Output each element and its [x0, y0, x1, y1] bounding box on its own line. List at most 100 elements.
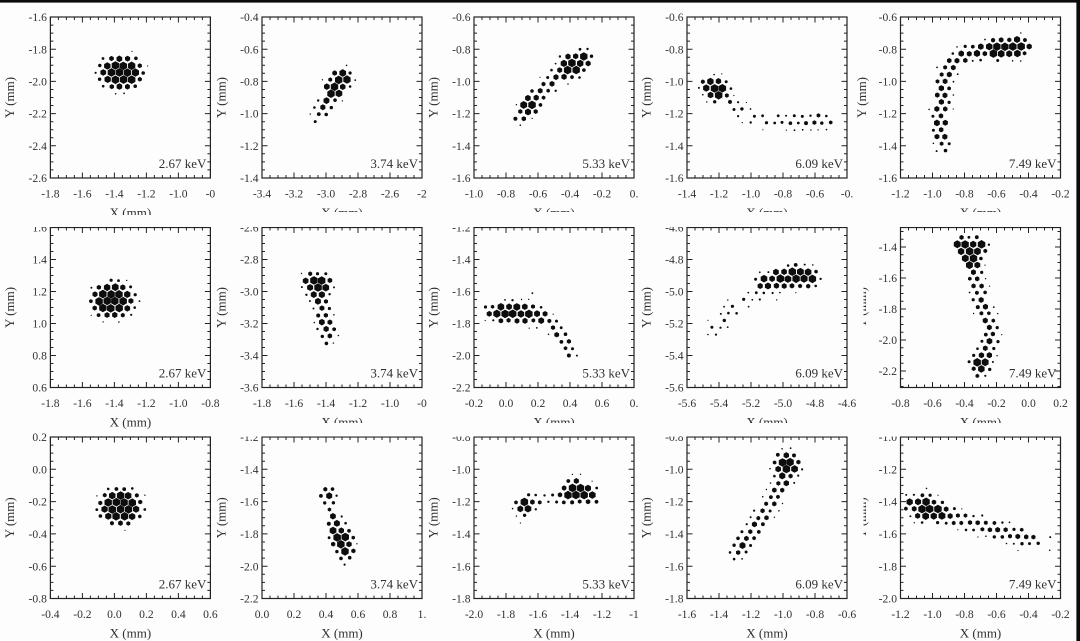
- svg-text:-1.4: -1.4: [665, 140, 684, 153]
- svg-text:-1.0: -1.0: [169, 188, 188, 201]
- svg-text:-0.2: -0.2: [593, 188, 612, 201]
- svg-text:-2.0: -2.0: [465, 608, 484, 621]
- svg-text:-0.2: -0.2: [29, 496, 48, 509]
- svg-text:0.6: 0.6: [351, 608, 366, 621]
- svg-text:-0.8: -0.8: [774, 188, 793, 201]
- svg-text:-1.8: -1.8: [41, 397, 60, 410]
- svg-text:-1.2: -1.2: [137, 397, 156, 410]
- svg-text:-0.6: -0.6: [806, 188, 825, 201]
- svg-text:Y (mm): Y (mm): [214, 77, 229, 118]
- svg-text:-1.8: -1.8: [452, 593, 471, 606]
- svg-text:-1.6: -1.6: [452, 286, 471, 299]
- svg-text:-1.6: -1.6: [879, 272, 898, 285]
- svg-text:0.4: 0.4: [171, 608, 186, 621]
- svg-text:-0.2: -0.2: [73, 608, 92, 621]
- svg-text:-5.6: -5.6: [665, 382, 684, 395]
- svg-text:0.2: 0.2: [139, 608, 154, 621]
- svg-text:0.8: 0.8: [32, 350, 47, 363]
- svg-text:0.0: 0.0: [107, 608, 122, 621]
- svg-text:Y (mm): Y (mm): [639, 287, 654, 328]
- svg-text:-1.0: -1.0: [774, 608, 793, 621]
- svg-text:-1.4: -1.4: [710, 608, 729, 621]
- svg-text:-3.2: -3.2: [240, 318, 259, 331]
- svg-text:Y (mm): Y (mm): [854, 77, 869, 118]
- svg-text:-1.2: -1.2: [891, 608, 910, 621]
- svg-text:-1.4: -1.4: [665, 528, 684, 541]
- svg-text:-0.6: -0.6: [452, 11, 471, 24]
- svg-text:-1.4: -1.4: [105, 188, 124, 201]
- svg-text:-0.: -0.: [841, 188, 854, 201]
- svg-text:-0.8: -0.8: [240, 76, 259, 89]
- svg-text:-1.4: -1.4: [879, 241, 898, 254]
- svg-text:-0.6: -0.6: [879, 11, 898, 24]
- svg-text:-0.6: -0.6: [987, 188, 1006, 201]
- svg-text:-1.8: -1.8: [665, 593, 684, 606]
- svg-text:3.74 keV: 3.74 keV: [370, 366, 418, 381]
- svg-text:-0.4: -0.4: [29, 528, 48, 541]
- svg-text:6.09 keV: 6.09 keV: [795, 577, 843, 592]
- svg-text:-1.4: -1.4: [105, 397, 124, 410]
- svg-text:0.0: 0.0: [499, 397, 514, 410]
- svg-text:-1.8: -1.8: [452, 318, 471, 331]
- svg-text:3.74 keV: 3.74 keV: [370, 156, 418, 171]
- svg-text:-1.6: -1.6: [285, 397, 304, 410]
- svg-text:7.49 keV: 7.49 keV: [1009, 577, 1057, 592]
- svg-text:2.67 keV: 2.67 keV: [159, 366, 207, 381]
- svg-text:1.4: 1.4: [32, 254, 47, 267]
- svg-text:-4.8: -4.8: [806, 397, 825, 410]
- svg-text:7.49 keV: 7.49 keV: [1009, 156, 1057, 171]
- svg-text:-1.6: -1.6: [879, 528, 898, 541]
- svg-text:-1.2: -1.2: [891, 188, 910, 201]
- svg-text:-1.0: -1.0: [452, 463, 471, 476]
- svg-text:-0.8: -0.8: [665, 43, 684, 56]
- svg-text:0.: 0.: [630, 188, 639, 201]
- svg-text:-3.4: -3.4: [253, 188, 272, 201]
- svg-text:-4.6: -4.6: [838, 397, 857, 410]
- svg-text:Y (mm): Y (mm): [639, 497, 654, 538]
- svg-text:-0.2: -0.2: [465, 397, 484, 410]
- svg-text:-1.0: -1.0: [452, 76, 471, 89]
- svg-text:-2.2: -2.2: [879, 365, 898, 378]
- svg-text:-0.6: -0.6: [29, 560, 48, 573]
- svg-text:0.2: 0.2: [32, 431, 47, 444]
- svg-text:X (mm): X (mm): [110, 415, 152, 430]
- svg-text:-5.2: -5.2: [665, 318, 684, 331]
- svg-text:-0: -0: [417, 397, 427, 410]
- svg-text:-2.0: -2.0: [240, 560, 259, 573]
- svg-text:-2.6: -2.6: [381, 188, 400, 201]
- svg-text:Y (mm): Y (mm): [214, 497, 229, 538]
- svg-text:0.0: 0.0: [1021, 397, 1036, 410]
- svg-text:6.09 keV: 6.09 keV: [795, 366, 843, 381]
- svg-text:-1.8: -1.8: [879, 303, 898, 316]
- svg-text:-1.2: -1.2: [710, 188, 729, 201]
- svg-text:-1.6: -1.6: [665, 172, 684, 185]
- svg-text:-0.8: -0.8: [29, 593, 48, 606]
- svg-text:-0.6: -0.6: [987, 608, 1006, 621]
- svg-text:-2.0: -2.0: [452, 350, 471, 363]
- svg-text:-5.0: -5.0: [774, 397, 793, 410]
- svg-text:Y (mm): Y (mm): [426, 287, 441, 328]
- svg-text:-1.4: -1.4: [240, 172, 259, 185]
- svg-text:-0.4: -0.4: [955, 397, 974, 410]
- svg-text:Y (mm): Y (mm): [426, 497, 441, 538]
- svg-text:-5.0: -5.0: [665, 286, 684, 299]
- svg-text:-1.0: -1.0: [923, 188, 942, 201]
- svg-text:0.: 0.: [630, 397, 639, 410]
- svg-text:-2.2: -2.2: [29, 108, 48, 121]
- svg-text:-1.8: -1.8: [879, 560, 898, 573]
- svg-text:-0.8: -0.8: [891, 397, 910, 410]
- svg-text:-1.6: -1.6: [665, 560, 684, 573]
- svg-text:-2.2: -2.2: [452, 382, 471, 395]
- svg-text:-1.2: -1.2: [742, 608, 761, 621]
- svg-text:-1.2: -1.2: [665, 496, 684, 509]
- svg-text:-0.4: -0.4: [1019, 608, 1038, 621]
- svg-text:0.0: 0.0: [255, 608, 270, 621]
- svg-text:-1.4: -1.4: [452, 528, 471, 541]
- svg-text:6.09 keV: 6.09 keV: [795, 156, 843, 171]
- svg-text:-1.2: -1.2: [879, 108, 898, 121]
- svg-text:-1.4: -1.4: [452, 254, 471, 267]
- svg-text:-1.8: -1.8: [29, 43, 48, 56]
- svg-text:-3.4: -3.4: [240, 350, 259, 363]
- svg-text:-1.0: -1.0: [465, 188, 484, 201]
- svg-text:-1.0: -1.0: [169, 397, 188, 410]
